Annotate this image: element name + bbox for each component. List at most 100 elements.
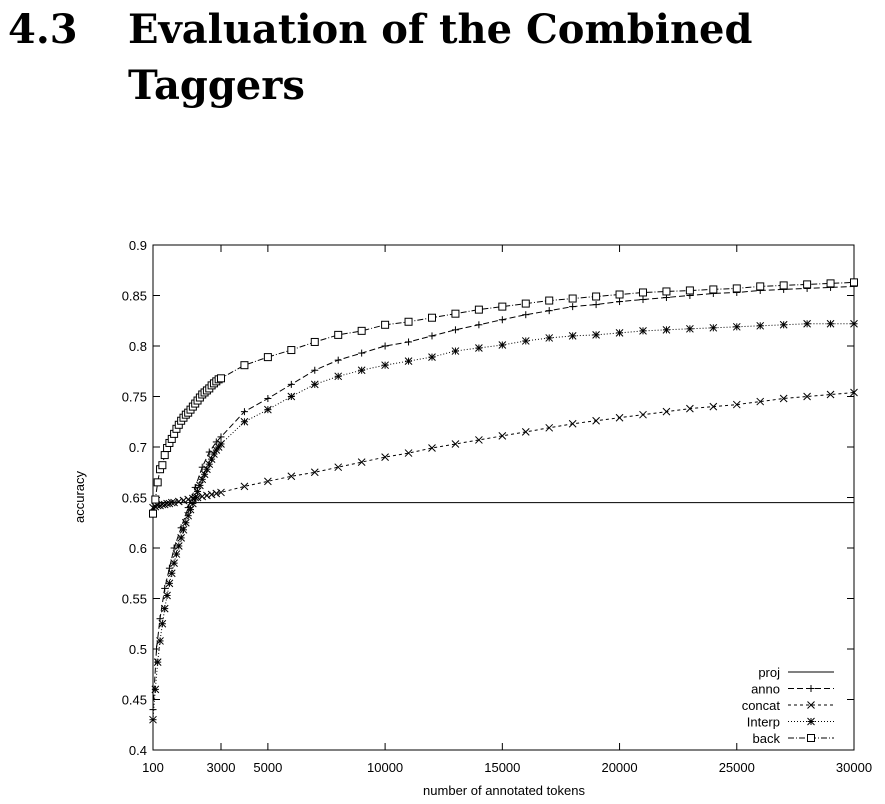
- point-marker: [639, 410, 647, 419]
- point-marker: [158, 500, 167, 509]
- point-marker: [826, 390, 835, 399]
- point-marker: [709, 323, 718, 332]
- y-tick-label: 0.75: [122, 390, 147, 405]
- point-marker: [381, 342, 389, 350]
- point-marker: [428, 332, 436, 340]
- point-marker: [357, 326, 366, 335]
- point-marker: [498, 341, 507, 349]
- point-marker: [779, 320, 788, 329]
- point-marker: [149, 715, 157, 724]
- point-marker: [174, 497, 183, 506]
- point-marker: [686, 324, 694, 333]
- point-marker: [153, 658, 162, 666]
- plot-frame: [152, 244, 855, 751]
- point-marker: [521, 427, 530, 436]
- point-marker: [498, 302, 507, 311]
- point-marker: [498, 316, 506, 324]
- point-marker: [189, 499, 197, 508]
- series-back: [149, 278, 858, 518]
- point-marker: [240, 408, 248, 416]
- point-marker: [217, 433, 225, 441]
- point-marker: [310, 468, 319, 477]
- point-marker: [160, 500, 169, 509]
- point-marker: [334, 372, 343, 381]
- point-marker: [475, 321, 483, 329]
- point-marker: [217, 440, 225, 448]
- point-marker: [165, 579, 174, 588]
- point-marker: [264, 405, 272, 414]
- point-marker: [662, 287, 671, 296]
- point-marker: [568, 294, 577, 303]
- point-marker: [779, 281, 788, 290]
- point-marker: [160, 604, 169, 613]
- section-number: 4.3: [8, 6, 78, 53]
- point-marker: [568, 419, 577, 428]
- point-marker: [803, 319, 811, 328]
- point-marker: [615, 290, 624, 299]
- y-tick-label: 0.7: [129, 440, 147, 455]
- point-marker: [177, 534, 185, 542]
- point-marker: [756, 321, 765, 330]
- point-marker: [662, 325, 671, 334]
- point-marker: [149, 509, 157, 518]
- point-marker: [149, 706, 157, 714]
- point-marker: [287, 472, 296, 481]
- point-marker: [193, 487, 202, 496]
- section-title-line1: Evaluation of the Combined: [128, 6, 753, 53]
- point-marker: [203, 491, 211, 500]
- point-marker: [181, 518, 190, 527]
- y-tick-label: 0.8: [129, 339, 147, 354]
- series-line: [152, 392, 855, 509]
- point-marker: [521, 299, 530, 308]
- legend-label: Interp: [747, 715, 780, 730]
- x-axis-label: number of annotated tokens: [423, 783, 585, 798]
- point-marker: [207, 490, 216, 499]
- point-marker: [264, 395, 272, 403]
- point-marker: [404, 449, 413, 457]
- point-marker: [184, 511, 193, 520]
- point-marker: [639, 326, 647, 335]
- point-marker: [158, 619, 167, 628]
- point-marker: [196, 481, 204, 490]
- point-marker: [165, 499, 174, 508]
- point-marker: [240, 361, 249, 370]
- point-marker: [381, 453, 389, 461]
- point-marker: [709, 285, 718, 294]
- point-marker: [167, 498, 176, 507]
- point-marker: [522, 311, 530, 319]
- point-marker: [179, 496, 188, 505]
- point-marker: [474, 305, 483, 314]
- point-marker: [287, 346, 296, 355]
- point-marker: [568, 332, 577, 340]
- point-marker: [216, 374, 225, 383]
- point-marker: [592, 301, 600, 309]
- point-marker: [639, 296, 647, 304]
- point-marker: [203, 465, 211, 474]
- legend-label: proj: [758, 665, 780, 680]
- point-marker: [498, 432, 507, 440]
- point-marker: [287, 392, 296, 401]
- point-marker: [427, 313, 436, 322]
- section-heading: 4.3 Evaluation of the Combined Taggers: [8, 2, 752, 114]
- point-marker: [850, 388, 858, 397]
- point-marker: [151, 685, 160, 694]
- point-marker: [240, 482, 249, 491]
- point-marker: [160, 451, 169, 460]
- point-marker: [191, 493, 200, 502]
- point-marker: [263, 353, 272, 362]
- series-line: [152, 323, 854, 720]
- point-marker: [732, 284, 741, 293]
- point-marker: [381, 361, 389, 370]
- point-marker: [451, 326, 459, 334]
- point-marker: [311, 366, 319, 374]
- point-marker: [179, 525, 188, 534]
- point-marker: [186, 505, 195, 514]
- y-tick-label: 0.45: [122, 693, 147, 708]
- series-line: [152, 285, 855, 710]
- point-marker: [404, 357, 413, 366]
- point-marker: [807, 701, 815, 709]
- y-tick-label: 0.85: [122, 289, 147, 304]
- point-marker: [615, 329, 624, 337]
